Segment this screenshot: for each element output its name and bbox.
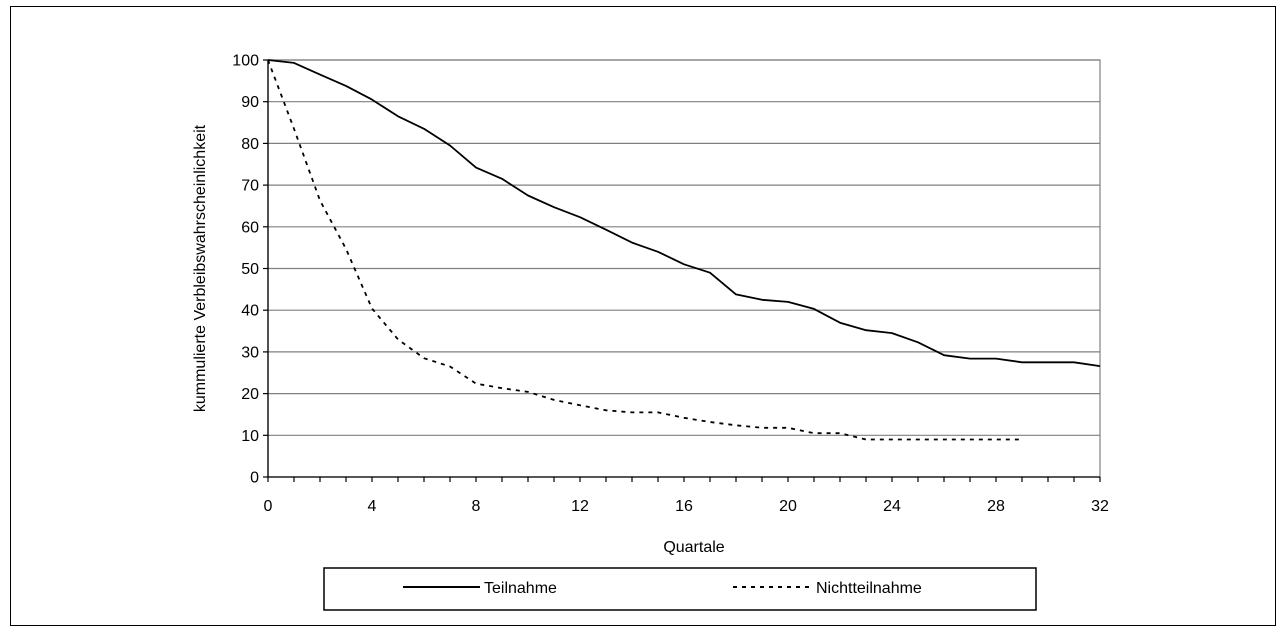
x-tick-label: 16: [675, 498, 693, 515]
x-tick-label: 12: [571, 498, 589, 515]
x-tick-label: 20: [779, 498, 797, 515]
y-tick-label: 30: [241, 344, 259, 361]
y-axis-title: kummulierte Verbleibswahrscheinlichkeit: [192, 124, 209, 412]
x-tick-label: 28: [987, 498, 1005, 515]
y-tick-label: 70: [241, 178, 259, 195]
x-tick-label: 8: [472, 498, 481, 515]
legend-box: [323, 567, 1037, 611]
y-tick-label: 100: [232, 53, 259, 70]
y-tick-label: 10: [241, 428, 259, 445]
series-line-teilnahme: [267, 59, 1101, 367]
y-tick-label: 90: [241, 94, 259, 111]
legend-label-teilnahme: Teilnahme: [484, 580, 557, 597]
x-axis-title: Quartale: [663, 539, 724, 556]
y-tick-label: 50: [241, 261, 259, 278]
y-tick-label: 20: [241, 386, 259, 403]
y-tick-label: 0: [250, 470, 259, 487]
axes: 0 10 20 30 40 50 60 70 80 90 100 0 4 8 12 16 20 24 28 32: [232, 53, 1109, 516]
legend: Teilnahme Nichtteilnahme: [323, 567, 1037, 611]
x-tick-label: 32: [1091, 498, 1109, 515]
x-tick-label: 24: [883, 498, 901, 515]
gridlines: [268, 59, 1100, 436]
y-tick-label: 60: [241, 219, 259, 236]
series-lines: [267, 59, 1101, 441]
chart-frame: [10, 6, 1276, 626]
series-line-nichtteilnahme: [267, 59, 1022, 441]
y-tick-label: 40: [241, 303, 259, 320]
legend-label-nichtteilnahme: Nichtteilnahme: [816, 580, 922, 597]
y-tick-label: 80: [241, 136, 259, 153]
x-tick-label: 0: [264, 498, 273, 515]
x-tick-label: 4: [368, 498, 377, 515]
